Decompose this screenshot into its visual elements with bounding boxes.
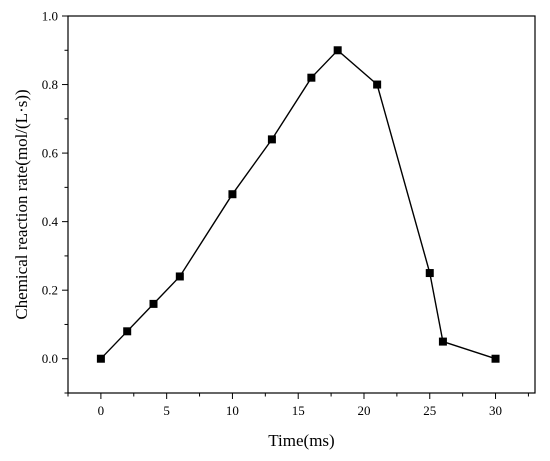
data-point-marker	[491, 354, 500, 363]
data-point-marker	[123, 327, 132, 336]
data-point-marker	[96, 354, 105, 363]
series-markers	[96, 46, 500, 363]
x-tick-label: 20	[357, 403, 370, 418]
y-axis-title: Chemical reaction rate(mol/(L·s))	[12, 89, 31, 319]
data-point-marker	[425, 269, 434, 278]
y-tick-label: 0.0	[42, 351, 58, 366]
y-tick-label: 0.6	[42, 146, 59, 161]
x-tick-label: 0	[98, 403, 105, 418]
x-tick-label: 10	[226, 403, 239, 418]
data-point-marker	[267, 135, 276, 144]
y-tick-label: 0.8	[42, 77, 58, 92]
axis-ticks: 0 5 10 15 20 25 30 0.0 0.2 0.4 0.6 0.8 1.0	[42, 9, 529, 418]
x-tick-label: 25	[423, 403, 436, 418]
data-point-marker	[228, 190, 237, 199]
data-point-marker	[333, 46, 342, 55]
data-point-marker	[307, 73, 316, 82]
y-tick-label: 0.2	[42, 283, 58, 298]
data-point-marker	[175, 272, 184, 281]
series-polyline	[100, 49, 496, 360]
plot-frame	[67, 15, 536, 394]
x-tick-label: 30	[489, 403, 502, 418]
series-line	[100, 49, 496, 360]
data-point-marker	[373, 80, 382, 89]
x-tick-label: 15	[292, 403, 305, 418]
y-tick-label: 0.4	[42, 214, 59, 229]
x-axis-title: Time(ms)	[268, 431, 334, 450]
data-point-marker	[438, 337, 447, 346]
y-tick-label: 1.0	[42, 9, 58, 24]
data-point-marker	[149, 299, 158, 308]
plot-border	[67, 15, 536, 394]
x-tick-label: 5	[163, 403, 170, 418]
